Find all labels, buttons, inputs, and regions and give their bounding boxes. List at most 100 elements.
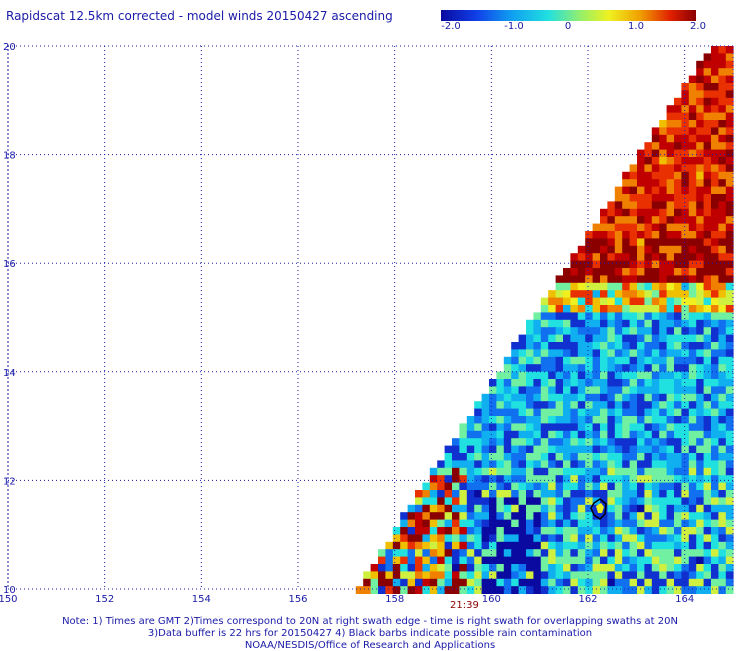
wind-cell bbox=[592, 534, 601, 543]
wind-cell bbox=[540, 401, 549, 409]
wind-cell bbox=[592, 401, 601, 409]
wind-cell bbox=[511, 512, 519, 520]
wind-cell bbox=[696, 83, 704, 91]
wind-cell bbox=[718, 416, 727, 424]
wind-cell bbox=[696, 423, 704, 432]
wind-cell bbox=[422, 482, 431, 491]
wind-cell bbox=[555, 416, 564, 424]
wind-cell bbox=[563, 467, 571, 476]
wind-cell bbox=[607, 438, 616, 446]
wind-cell bbox=[629, 164, 638, 173]
wind-cell bbox=[555, 504, 564, 513]
wind-cell bbox=[540, 342, 549, 350]
wind-cell bbox=[489, 527, 497, 535]
wind-cell bbox=[622, 216, 630, 224]
wind-cell bbox=[718, 97, 727, 106]
wind-cell bbox=[466, 430, 475, 439]
wind-cell bbox=[629, 549, 638, 557]
wind-cell bbox=[555, 556, 564, 565]
wind-cell bbox=[711, 564, 719, 572]
wind-cell bbox=[607, 475, 616, 483]
wind-cell bbox=[555, 578, 564, 587]
wind-cell bbox=[577, 445, 586, 454]
wind-cell bbox=[526, 549, 534, 557]
wind-cell bbox=[703, 467, 712, 476]
wind-cell bbox=[607, 512, 616, 520]
wind-cell bbox=[711, 349, 719, 358]
wind-cell bbox=[577, 401, 586, 409]
wind-cell bbox=[711, 238, 719, 247]
wind-cell bbox=[666, 453, 675, 461]
wind-cell bbox=[548, 482, 556, 491]
wind-cell bbox=[651, 179, 660, 187]
wind-cell bbox=[400, 571, 408, 580]
wind-cell bbox=[703, 556, 712, 565]
wind-cell bbox=[555, 423, 564, 432]
wind-cell bbox=[540, 393, 549, 402]
wind-cell bbox=[711, 179, 719, 187]
wind-cell bbox=[481, 408, 490, 417]
wind-cell bbox=[489, 475, 497, 483]
wind-cell bbox=[711, 290, 719, 298]
wind-cell bbox=[614, 327, 623, 335]
wind-cell bbox=[526, 571, 534, 580]
wind-cell bbox=[607, 534, 616, 543]
wind-cell bbox=[459, 438, 468, 446]
wind-cell bbox=[651, 364, 660, 372]
wind-cell bbox=[681, 482, 690, 491]
wind-cell bbox=[555, 401, 564, 409]
wind-cell bbox=[503, 393, 512, 402]
wind-cell bbox=[481, 571, 490, 580]
wind-cell bbox=[629, 497, 638, 506]
wind-cell bbox=[725, 504, 734, 513]
wind-cell bbox=[637, 564, 645, 572]
wind-cell bbox=[540, 438, 549, 446]
wind-cell bbox=[607, 319, 616, 328]
wind-cell bbox=[607, 238, 616, 247]
wind-cell bbox=[688, 342, 697, 350]
wind-cell bbox=[644, 386, 653, 395]
wind-cell bbox=[577, 549, 586, 557]
wind-cell bbox=[548, 497, 556, 506]
wind-cell bbox=[666, 527, 675, 535]
wind-cell bbox=[452, 586, 460, 594]
wind-cell bbox=[681, 364, 690, 372]
wind-cell bbox=[540, 416, 549, 424]
wind-cell bbox=[666, 134, 675, 143]
wind-cell bbox=[503, 504, 512, 513]
wind-cell bbox=[392, 578, 401, 587]
wind-cell bbox=[555, 408, 564, 417]
wind-cell bbox=[496, 534, 505, 543]
wind-cell bbox=[703, 342, 712, 350]
wind-cell bbox=[644, 556, 653, 565]
wind-cell bbox=[644, 364, 653, 372]
wind-cell bbox=[533, 460, 542, 469]
wind-cell bbox=[725, 75, 734, 84]
wind-cell bbox=[570, 445, 579, 454]
wind-cell bbox=[725, 83, 734, 91]
wind-cell bbox=[696, 142, 704, 150]
wind-cell bbox=[718, 445, 727, 454]
wind-cell bbox=[378, 556, 386, 565]
wind-cell bbox=[614, 564, 623, 572]
wind-cell bbox=[474, 564, 482, 572]
wind-cell bbox=[629, 194, 638, 202]
wind-cell bbox=[674, 564, 682, 572]
wind-cell bbox=[466, 453, 475, 461]
wind-cell bbox=[592, 238, 601, 247]
wind-cell bbox=[533, 445, 542, 454]
wind-cell bbox=[570, 319, 579, 328]
wind-cell bbox=[481, 401, 490, 409]
wind-cell bbox=[563, 541, 571, 550]
wind-cell bbox=[681, 356, 690, 365]
wind-cell bbox=[659, 149, 667, 158]
wind-cell bbox=[659, 282, 667, 291]
wind-cell bbox=[518, 371, 527, 380]
wind-cell bbox=[592, 290, 601, 298]
wind-cell bbox=[555, 379, 564, 387]
wind-cell bbox=[585, 549, 593, 557]
wind-cell bbox=[622, 171, 630, 180]
wind-cell bbox=[511, 386, 519, 395]
wind-cell bbox=[674, 571, 682, 580]
wind-cell bbox=[577, 467, 586, 476]
